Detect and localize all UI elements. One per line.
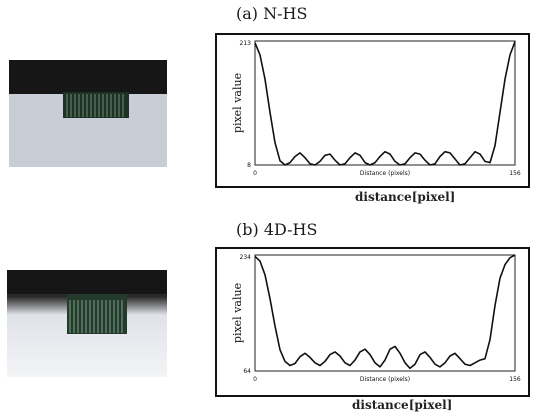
panel-a-x-caption: distance[pixel] [355,190,456,204]
x-axis-label: Distance (pixels) [360,170,410,177]
x-axis-label: Distance (pixels) [360,376,410,383]
panel-a-title: (a) N-HS [236,4,308,23]
plot-area [254,254,516,372]
plot-area [254,40,516,166]
y-axis-label: pixel value [231,73,244,133]
n-hs-chart: 213 80 156 Distance (pixels) pixel value [215,33,530,188]
x-tick-label-min: 0 [253,376,257,383]
4d-hs-chart: 234 640 156 Distance (pixels) pixel value [215,247,530,397]
panel-b-x-caption: distance[pixel] [352,398,453,412]
y-tick-label-min: 8 [247,162,251,169]
n-hs-thumbnail [9,60,167,167]
panel-b-title: (b) 4D-HS [236,220,318,239]
series-line [254,254,516,370]
4d-hs-thumbnail [7,270,167,377]
x-tick-label-min: 0 [253,170,257,177]
x-tick-label-max: 156 [509,376,521,383]
series-line [254,41,516,166]
y-axis-label: pixel value [231,283,244,343]
y-tick-label-max: 234 [240,254,252,261]
chart-frame [215,247,530,397]
x-tick-label-max: 156 [509,170,521,177]
chart-frame [215,33,530,188]
y-tick-label-min: 64 [243,368,251,375]
y-tick-label-max: 213 [240,40,252,47]
